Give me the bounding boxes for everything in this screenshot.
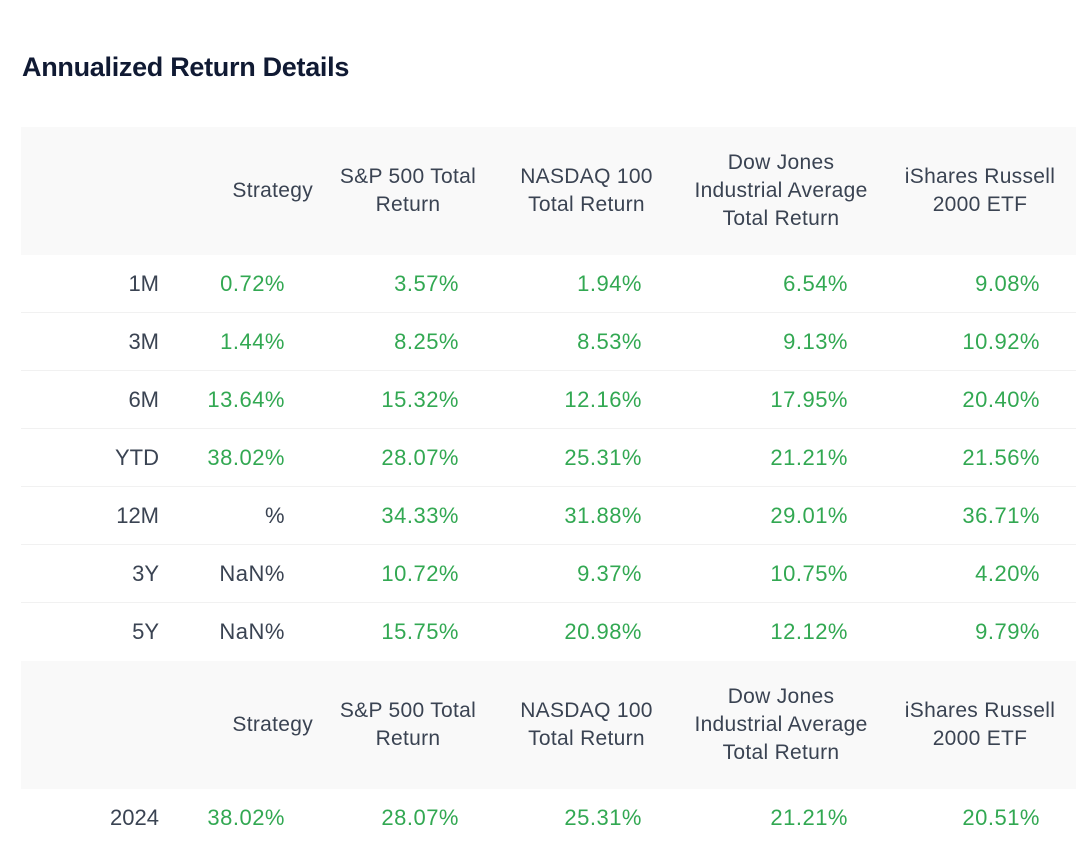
table-row: 3Y NaN% 10.72% 9.37% 10.75% 4.20% xyxy=(21,545,1076,603)
header-russell: iShares Russell 2000 ETF xyxy=(904,699,1056,750)
strategy-value: 38.02% xyxy=(207,805,285,830)
russell-value: 21.56% xyxy=(962,444,1040,470)
nasdaq100-value: 25.31% xyxy=(564,444,642,470)
nasdaq100-value: 1.94% xyxy=(577,270,642,296)
row-label: 3Y xyxy=(132,560,159,586)
header-russell: iShares Russell 2000 ETF xyxy=(904,165,1056,216)
sp500-value: 8.25% xyxy=(394,328,459,354)
row-label: 1M xyxy=(128,270,159,296)
strategy-value: NaN% xyxy=(219,619,285,644)
strategy-value: 1.44% xyxy=(220,328,285,354)
dow-value: 9.13% xyxy=(783,328,848,354)
header-nasdaq100: NASDAQ 100 Total Return xyxy=(520,699,653,750)
dow-value: 10.75% xyxy=(770,560,848,586)
row-label: 5Y xyxy=(132,619,159,644)
table-row: 12M % 34.33% 31.88% 29.01% 36.71% xyxy=(21,487,1076,545)
dow-value: 17.95% xyxy=(770,386,848,412)
header-sp500: S&P 500 Total Return xyxy=(339,699,477,750)
strategy-value: 0.72% xyxy=(220,270,285,296)
nasdaq100-value: 9.37% xyxy=(577,560,642,586)
nasdaq100-value: 12.16% xyxy=(564,386,642,412)
row-label: 2024 xyxy=(110,805,159,830)
dow-value: 29.01% xyxy=(770,502,848,528)
russell-value: 10.92% xyxy=(962,328,1040,354)
header-nasdaq100: NASDAQ 100 Total Return xyxy=(520,165,653,216)
table-row: 3M 1.44% 8.25% 8.53% 9.13% 10.92% xyxy=(21,313,1076,371)
table-header: Strategy S&P 500 Total Return NASDAQ 100… xyxy=(21,127,1076,255)
header-strategy: Strategy xyxy=(232,713,313,736)
sp500-value: 15.75% xyxy=(381,619,459,644)
table-header: Strategy S&P 500 Total Return NASDAQ 100… xyxy=(21,661,1076,789)
row-label: YTD xyxy=(115,444,159,470)
table-row: 2024 38.02% 28.07% 25.31% 21.21% 20.51% xyxy=(21,789,1076,847)
table-row: YTD 38.02% 28.07% 25.31% 21.21% 21.56% xyxy=(21,429,1076,487)
row-label: 12M xyxy=(116,502,159,528)
header-sp500: S&P 500 Total Return xyxy=(339,165,477,216)
sp500-value: 34.33% xyxy=(381,502,459,528)
header-dow: Dow Jones Industrial Average Total Retur… xyxy=(694,685,868,764)
russell-value: 20.40% xyxy=(962,386,1040,412)
strategy-value: 13.64% xyxy=(207,386,285,412)
russell-value: 36.71% xyxy=(962,502,1040,528)
sp500-value: 28.07% xyxy=(381,444,459,470)
strategy-value: % xyxy=(264,502,285,528)
russell-value: 20.51% xyxy=(962,805,1040,830)
strategy-value: 38.02% xyxy=(207,444,285,470)
sp500-value: 3.57% xyxy=(394,270,459,296)
nasdaq100-value: 31.88% xyxy=(564,502,642,528)
sp500-value: 10.72% xyxy=(381,560,459,586)
table-row: 6M 13.64% 15.32% 12.16% 17.95% 20.40% xyxy=(21,371,1076,429)
dow-value: 21.21% xyxy=(770,805,848,830)
nasdaq100-value: 8.53% xyxy=(577,328,642,354)
dow-value: 12.12% xyxy=(770,619,848,644)
strategy-value: NaN% xyxy=(219,560,285,586)
header-dow: Dow Jones Industrial Average Total Retur… xyxy=(694,151,868,230)
dow-value: 6.54% xyxy=(783,270,848,296)
row-label: 6M xyxy=(128,386,159,412)
nasdaq100-value: 25.31% xyxy=(564,805,642,830)
dow-value: 21.21% xyxy=(770,444,848,470)
row-label: 3M xyxy=(128,328,159,354)
annualized-returns-table: Strategy S&P 500 Total Return NASDAQ 100… xyxy=(21,127,1076,847)
sp500-value: 28.07% xyxy=(381,805,459,830)
section-title: Annualized Return Details xyxy=(22,52,350,82)
sp500-value: 15.32% xyxy=(381,386,459,412)
nasdaq100-value: 20.98% xyxy=(564,619,642,644)
table-row: 1M 0.72% 3.57% 1.94% 6.54% 9.08% xyxy=(21,255,1076,313)
russell-value: 9.79% xyxy=(975,619,1040,644)
header-strategy: Strategy xyxy=(232,179,313,202)
russell-value: 9.08% xyxy=(975,270,1040,296)
russell-value: 4.20% xyxy=(975,560,1040,586)
table-row: 5Y NaN% 15.75% 20.98% 12.12% 9.79% xyxy=(21,603,1076,661)
